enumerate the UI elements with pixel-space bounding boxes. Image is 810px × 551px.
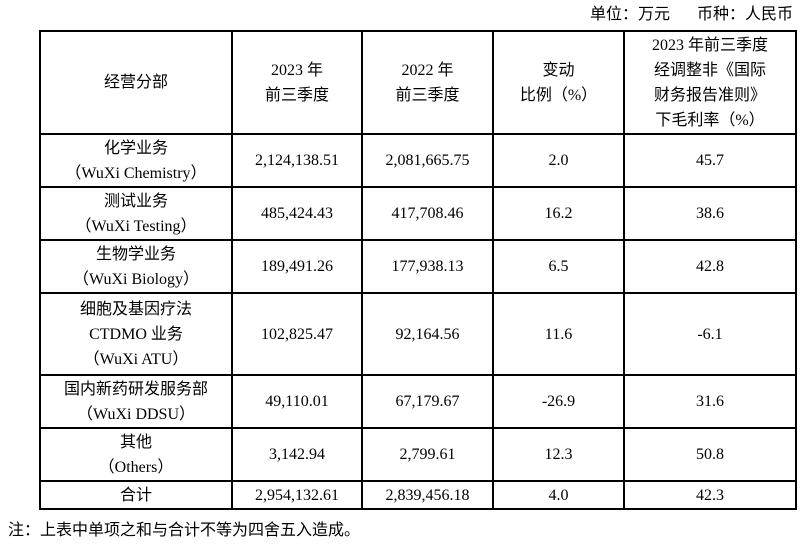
change-pct-cell: -26.9 — [492, 374, 625, 429]
unit-currency-line: 单位：万元 币种：人民币 — [590, 5, 793, 25]
adj-gross-margin-cell: 45.7 — [623, 133, 797, 188]
table-header-row: 经营分部 2023 年 前三季度 2022 年 前三季度 变动 比例（%） 20… — [39, 30, 797, 135]
table-row-ddsu: 国内新药研发服务部 （WuXi DDSU） 49,110.01 67,179.6… — [39, 374, 797, 429]
unit-label: 单位：万元 — [589, 6, 670, 23]
segment-cell: 合计 — [39, 480, 233, 510]
table-row-others: 其他 （Others） 3,142.94 2,799.61 12.3 50.8 — [39, 427, 797, 482]
segment-cell: 细胞及基因疗法 CTDMO 业务 （WuXi ATU） — [39, 292, 233, 376]
segment-cell: 其他 （Others） — [39, 427, 233, 482]
adj-gross-margin-cell: -6.1 — [623, 292, 797, 376]
value-2022-cell: 2,839,456.18 — [361, 480, 494, 510]
col-header-adj-gross-margin: 2023 年前三季度 经调整非《国际 财务报告准则》 下毛利率（%） — [623, 30, 797, 135]
adj-gross-margin-cell: 31.6 — [623, 374, 797, 429]
value-2022-cell: 92,164.56 — [361, 292, 494, 376]
segment-cell: 测试业务 （WuXi Testing） — [39, 186, 233, 241]
segment-cell: 生物学业务 （WuXi Biology） — [39, 239, 233, 294]
segment-results-table: 经营分部 2023 年 前三季度 2022 年 前三季度 变动 比例（%） 20… — [39, 30, 797, 510]
adj-gross-margin-cell: 38.6 — [623, 186, 797, 241]
change-pct-cell: 4.0 — [492, 480, 625, 510]
adj-gross-margin-cell: 50.8 — [623, 427, 797, 482]
table-row-testing: 测试业务 （WuXi Testing） 485,424.43 417,708.4… — [39, 186, 797, 241]
value-2022-cell: 2,799.61 — [361, 427, 494, 482]
table-row-biology: 生物学业务 （WuXi Biology） 189,491.26 177,938.… — [39, 239, 797, 294]
value-2023-cell: 3,142.94 — [231, 427, 363, 482]
segment-cell: 国内新药研发服务部 （WuXi DDSU） — [39, 374, 233, 429]
value-2022-cell: 177,938.13 — [361, 239, 494, 294]
change-pct-cell: 16.2 — [492, 186, 625, 241]
currency-label: 币种：人民币 — [696, 6, 793, 23]
col-header-2023-q3: 2023 年 前三季度 — [231, 30, 363, 135]
table-row-ctdmo: 细胞及基因疗法 CTDMO 业务 （WuXi ATU） 102,825.47 9… — [39, 292, 797, 376]
value-2023-cell: 485,424.43 — [231, 186, 363, 241]
value-2022-cell: 2,081,665.75 — [361, 133, 494, 188]
change-pct-cell: 12.3 — [492, 427, 625, 482]
value-2023-cell: 2,124,138.51 — [231, 133, 363, 188]
value-2023-cell: 2,954,132.61 — [231, 480, 363, 510]
col-header-change-pct: 变动 比例（%） — [492, 30, 625, 135]
segment-cell: 化学业务 （WuXi Chemistry） — [39, 133, 233, 188]
footnote: 注：上表中单项之和与合计不等为四舍五入造成。 — [8, 522, 361, 539]
col-header-segment: 经营分部 — [39, 30, 233, 135]
value-2022-cell: 67,179.67 — [361, 374, 494, 429]
col-header-2022-q3: 2022 年 前三季度 — [361, 30, 494, 135]
table-row-total: 合计 2,954,132.61 2,839,456.18 4.0 42.3 — [39, 480, 797, 510]
value-2023-cell: 189,491.26 — [231, 239, 363, 294]
change-pct-cell: 11.6 — [492, 292, 625, 376]
value-2023-cell: 49,110.01 — [231, 374, 363, 429]
table-row-chemistry: 化学业务 （WuXi Chemistry） 2,124,138.51 2,081… — [39, 133, 797, 188]
change-pct-cell: 6.5 — [492, 239, 625, 294]
value-2023-cell: 102,825.47 — [231, 292, 363, 376]
adj-gross-margin-cell: 42.3 — [623, 480, 797, 510]
value-2022-cell: 417,708.46 — [361, 186, 494, 241]
change-pct-cell: 2.0 — [492, 133, 625, 188]
adj-gross-margin-cell: 42.8 — [623, 239, 797, 294]
